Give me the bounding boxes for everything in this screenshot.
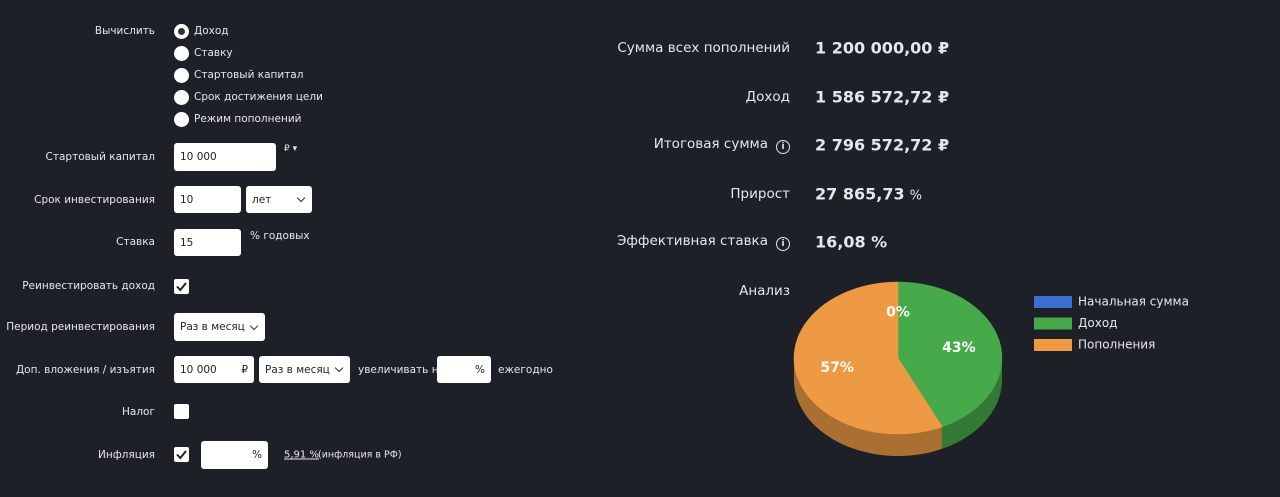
input[interactable]: % — [437, 356, 491, 383]
currency-select[interactable]: ₽ ▾ — [284, 144, 298, 154]
result-label: Прирост — [490, 186, 790, 202]
result-value-text: 1 200 000,00 ₽ — [815, 38, 950, 58]
radio[interactable] — [174, 68, 189, 83]
currency: ₽ — [241, 363, 248, 376]
radio[interactable] — [174, 46, 189, 61]
label: Стартовый капитал — [45, 151, 155, 163]
text: ежегодно — [498, 364, 553, 376]
radio-label: Срок достижения цели — [194, 91, 323, 103]
link[interactable]: 5,91 % — [284, 449, 319, 461]
input[interactable]: 15 — [174, 229, 241, 256]
result-value: 27 865,73% — [815, 184, 922, 203]
checkmark — [176, 282, 187, 292]
result-value-text: 16,08 % — [815, 232, 888, 252]
result-value: 2 796 572,72 ₽ — [815, 136, 949, 155]
label: Налог — [122, 406, 155, 418]
input[interactable]: 10 000 — [174, 143, 276, 171]
result-value: 16,08 % — [815, 233, 887, 252]
result-value-text: 2 796 572,72 ₽ — [815, 135, 950, 155]
radio-label: Ставку — [194, 47, 233, 59]
input-value: 10 — [180, 193, 194, 206]
result-label-text: Итоговая сумма — [653, 136, 768, 152]
label: Срок инвестирования — [34, 194, 155, 206]
chart-title: Анализ — [739, 283, 790, 299]
select[interactable]: лет — [246, 186, 312, 213]
result-label-text: Прирост — [730, 185, 790, 202]
input-value: 10 000 — [180, 151, 217, 163]
input[interactable]: 10 000 ₽ — [174, 356, 254, 383]
select-value: Раз в месяц — [265, 363, 330, 376]
label: Ставка — [116, 236, 155, 248]
currency: ₽ — [284, 144, 290, 154]
result-value-text: 1 586 572,72 ₽ — [815, 87, 950, 106]
radio[interactable] — [174, 24, 189, 39]
data-label: 0% — [886, 304, 910, 320]
data-label: 57% — [820, 360, 854, 376]
legend-swatch — [1034, 296, 1072, 308]
label: Инфляция — [97, 449, 155, 461]
label: Период реинвестирования — [6, 321, 155, 333]
legend-label: Доход — [1078, 316, 1117, 330]
result-value: 1 200 000,00 ₽ — [815, 39, 949, 58]
checkbox[interactable] — [174, 447, 189, 462]
label: Доп. вложения / изъятия — [15, 364, 155, 376]
legend-swatch — [1034, 317, 1072, 330]
result-label-text: Эффективная ставка — [616, 233, 768, 249]
result-label-text: Доход — [745, 88, 790, 105]
note: (инфляция в РФ) — [318, 449, 402, 461]
result-label: Итоговая сумма i — [490, 136, 790, 154]
select[interactable]: Раз в месяц — [259, 356, 350, 383]
unit: % — [252, 449, 262, 461]
checkbox[interactable] — [174, 404, 189, 419]
pie-slice — [793, 281, 943, 435]
result-label: Эффективная ставка i — [490, 233, 790, 251]
unit: % — [475, 363, 485, 376]
select-value: Раз в месяц — [180, 321, 245, 333]
text: увеличивать на — [358, 364, 445, 376]
legend-label: Начальная сумма — [1078, 295, 1189, 309]
input-value: 15 — [180, 236, 194, 249]
radio-label: Стартовый капитал — [194, 69, 304, 81]
select-value: лет — [252, 193, 272, 206]
radio[interactable] — [174, 112, 189, 127]
result-label: Доход — [490, 89, 790, 105]
info-icon: i — [776, 140, 790, 154]
checkbox[interactable] — [174, 279, 189, 294]
result-label: Сумма всех пополнений — [490, 40, 790, 56]
input[interactable]: 10 — [174, 186, 241, 213]
radio-label: Доход — [194, 25, 229, 37]
data-label: 43% — [942, 340, 976, 356]
checkmark — [176, 450, 187, 460]
input-value: 10 000 — [180, 363, 217, 376]
input[interactable]: % — [201, 441, 268, 469]
select[interactable]: Раз в месяц — [174, 313, 265, 341]
result-value: 1 586 572,72 ₽ — [815, 87, 949, 106]
legend-swatch — [1034, 339, 1072, 351]
result-value-text: 27 865,73 — [815, 184, 905, 203]
unit: % годовых — [250, 230, 310, 242]
result-unit: % — [909, 188, 922, 203]
radio[interactable] — [174, 90, 189, 105]
result-label-text: Сумма всех пополнений — [617, 40, 790, 56]
pie-slice — [897, 281, 1003, 428]
label: Реинвестировать доход — [22, 280, 155, 292]
radio-label: Режим пополнений — [194, 113, 302, 125]
legend-label: Пополнения — [1078, 338, 1155, 352]
label: Вычислить — [94, 25, 155, 37]
info-icon: i — [776, 237, 790, 251]
